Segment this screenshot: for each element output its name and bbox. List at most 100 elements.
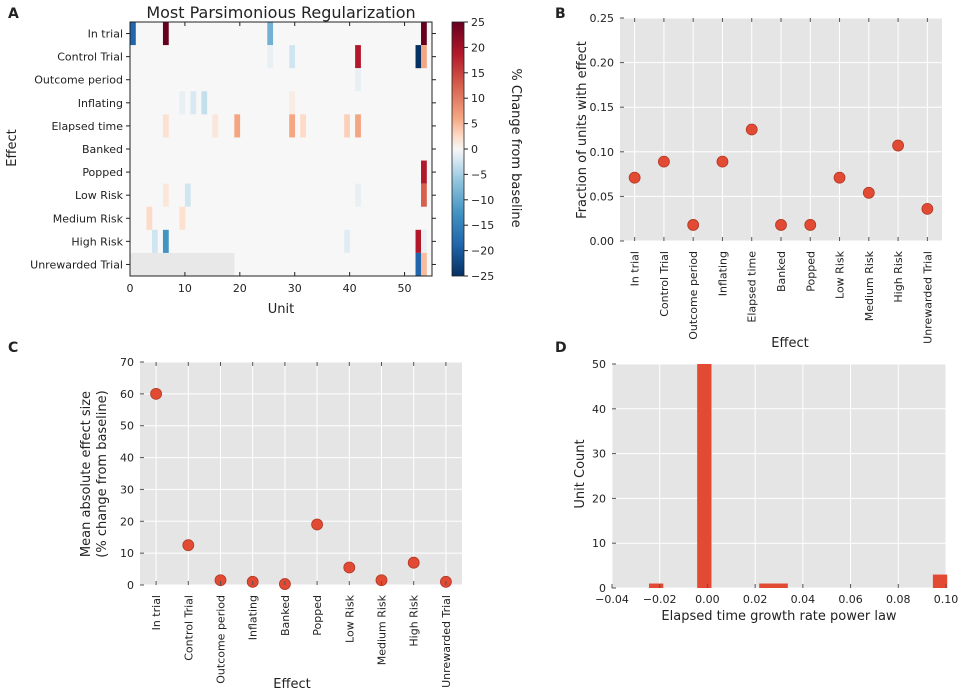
x-tick-label: 0.08 bbox=[886, 593, 911, 606]
heatmap-cell bbox=[344, 114, 350, 138]
bars-d bbox=[648, 364, 948, 588]
heatmap-row-label: Medium Risk bbox=[53, 212, 124, 225]
point-outcome-period bbox=[687, 219, 700, 231]
y-tick-label: 10 bbox=[592, 537, 606, 550]
heatmap-x-tick-label: 0 bbox=[127, 282, 134, 295]
heatmap-x-tick-label: 30 bbox=[288, 282, 302, 295]
heatmap-cell bbox=[300, 114, 307, 138]
y-label-c-line2: (% change from baseline) bbox=[95, 390, 110, 557]
heatmap-row-label: Popped bbox=[82, 166, 123, 179]
heatmap-cell bbox=[201, 91, 208, 115]
y-ticks-c: 0 10 20 30 40 50 60 70 bbox=[120, 356, 144, 592]
x-tick-label-high-risk: High Risk bbox=[892, 250, 905, 302]
x-tick-label-outcome-period: Outcome period bbox=[215, 595, 228, 684]
heatmap-cell bbox=[162, 183, 169, 207]
heatmap-cell bbox=[355, 114, 361, 138]
fraction-scatter-panel: 0.00 0.05 0.10 0.15 0.20 0.25 In trial Control… bbox=[575, 12, 942, 351]
y-tick-label: 40 bbox=[120, 452, 134, 465]
x-tick-label-banked: Banked bbox=[775, 251, 788, 292]
heatmap-cell bbox=[130, 22, 136, 46]
y-label-d: Unit Count bbox=[573, 439, 588, 508]
y-tick-label: 20 bbox=[120, 515, 134, 528]
x-tick-label-control-trial: Control Trial bbox=[182, 595, 195, 661]
x-tick-label-in-trial: In trial bbox=[150, 595, 163, 630]
x-label-d: Elapsed time growth rate power law bbox=[661, 609, 896, 624]
heatmap-x-tick-label: 40 bbox=[343, 282, 357, 295]
y-tick-label: 50 bbox=[592, 358, 606, 371]
y-label-b: Fraction of units with effect bbox=[575, 41, 590, 219]
x-tick-label-outcome-period: Outcome period bbox=[687, 251, 700, 340]
point-low-risk bbox=[833, 171, 846, 184]
y-tick-label: 0.10 bbox=[590, 146, 615, 159]
point-outcome-period bbox=[214, 574, 227, 587]
point-high-risk bbox=[892, 139, 904, 152]
point-high-risk bbox=[407, 556, 420, 569]
colorbar-tick-label: −5 bbox=[471, 168, 487, 181]
growth-rate-histogram-panel: 0 10 20 30 40 50 −0.04 −0.02 0.00 0.02 0.04 0.06 0.… bbox=[573, 358, 958, 624]
point-unrewarded-trial bbox=[921, 202, 934, 215]
y-tick-label: 0 bbox=[599, 582, 606, 595]
heatmap-row-label: Banked bbox=[82, 143, 123, 156]
x-tick-label: 0.00 bbox=[695, 593, 720, 606]
y-tick-label: 30 bbox=[592, 448, 606, 461]
heatmap-cell bbox=[355, 68, 361, 92]
heatmap-cell bbox=[355, 183, 361, 207]
x-tick-label-popped: Popped bbox=[311, 595, 324, 636]
colorbar-tick-label: −15 bbox=[471, 219, 494, 232]
y-tick-label: 50 bbox=[120, 420, 134, 433]
heatmap-cell bbox=[289, 91, 296, 115]
heatmap-masked-cells bbox=[130, 252, 235, 276]
point-control-trial bbox=[658, 155, 670, 168]
heatmap-cell bbox=[267, 45, 274, 69]
heatmap-x-tick-label: 50 bbox=[398, 282, 412, 295]
heatmap-cell bbox=[162, 229, 169, 253]
heatmap-cell bbox=[415, 252, 422, 276]
heatmap-title: Most Parsimonious Regularization bbox=[146, 3, 415, 22]
heatmap-background bbox=[130, 22, 432, 276]
x-label-b: Effect bbox=[771, 336, 808, 351]
point-elapsed-time bbox=[745, 123, 758, 136]
heatmap-cell bbox=[234, 114, 241, 138]
y-tick-label: 40 bbox=[592, 403, 606, 416]
colorbar-tick-label: 25 bbox=[471, 16, 485, 29]
heatmap-cell bbox=[162, 114, 169, 138]
heatmap-x-tick-label: 10 bbox=[178, 282, 192, 295]
point-banked bbox=[775, 219, 787, 231]
heatmap-x-ticks: 0 10 20 30 40 50 bbox=[127, 22, 412, 295]
heatmap-row-label: Inflating bbox=[78, 97, 123, 110]
histogram-bar bbox=[773, 583, 788, 588]
heatmap-row-label: Unrewarded Trial bbox=[30, 258, 123, 271]
point-in-trial bbox=[150, 387, 163, 400]
x-tick-label: −0.04 bbox=[595, 593, 629, 606]
x-tick-label: 0.06 bbox=[838, 593, 863, 606]
y-ticks-b: 0.00 0.05 0.10 0.15 0.20 0.25 bbox=[590, 12, 624, 248]
x-tick-label-medium-risk: Medium Risk bbox=[863, 250, 876, 321]
x-tick-label-low-risk: Low Risk bbox=[834, 250, 847, 299]
x-tick-label: 0.04 bbox=[791, 593, 816, 606]
heatmap-cell bbox=[146, 206, 153, 230]
effect-size-scatter-panel: 0 10 20 30 40 50 60 70 In trial Control Trial Out… bbox=[79, 356, 462, 692]
heatmap-cell bbox=[421, 160, 427, 184]
heatmap-cell bbox=[267, 22, 274, 46]
heatmap-cell bbox=[289, 114, 296, 138]
x-tick-label: 0.02 bbox=[743, 593, 768, 606]
heatmap-row-label: Low Risk bbox=[75, 189, 124, 202]
heatmap-cell bbox=[184, 183, 191, 207]
panel-letter-c: C bbox=[8, 340, 18, 356]
x-ticks-c: In trial Control Trial Outcome period Infla… bbox=[150, 362, 453, 688]
x-tick-label-inflating: Inflating bbox=[716, 251, 729, 296]
colorbar bbox=[451, 21, 465, 277]
points-b bbox=[628, 123, 934, 231]
y-tick-label: 60 bbox=[120, 388, 134, 401]
colorbar-tick-label: −25 bbox=[471, 270, 494, 283]
point-in-trial bbox=[628, 171, 641, 184]
panel-letter-a: A bbox=[8, 6, 19, 22]
heatmap-cell bbox=[289, 45, 296, 69]
heatmap-cell bbox=[415, 229, 422, 253]
heatmap-cells bbox=[130, 22, 432, 276]
heatmap-row-label: High Risk bbox=[71, 235, 123, 248]
x-tick-label-banked: Banked bbox=[279, 595, 292, 636]
point-popped bbox=[311, 518, 324, 531]
histogram-bar bbox=[648, 583, 664, 588]
plot-area-d bbox=[612, 364, 946, 588]
